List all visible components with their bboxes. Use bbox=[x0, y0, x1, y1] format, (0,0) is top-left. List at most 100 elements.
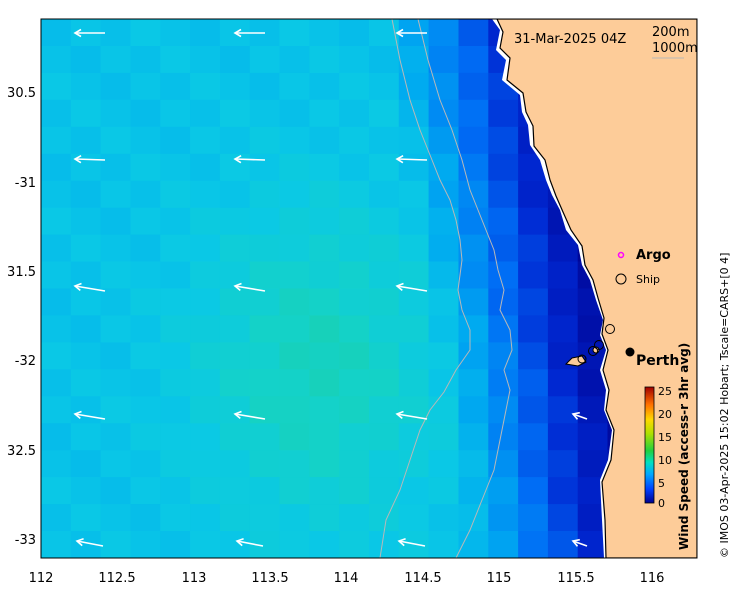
wind-field-cell bbox=[219, 396, 251, 424]
wind-field-cell bbox=[100, 180, 131, 209]
wind-field-cell bbox=[428, 153, 459, 182]
perth-city-dot-icon bbox=[625, 347, 635, 357]
wind-field-cell bbox=[219, 342, 251, 370]
wind-field-cell bbox=[130, 153, 161, 182]
wind-field-cell bbox=[369, 315, 400, 343]
wind-field-cell bbox=[219, 207, 251, 236]
wind-field-cell bbox=[398, 315, 430, 343]
wind-field-cell bbox=[41, 153, 72, 182]
map-timestamp: 31-Mar-2025 04Z bbox=[514, 32, 626, 47]
wind-field-cell bbox=[100, 153, 131, 182]
wind-field-cell bbox=[458, 180, 489, 209]
wind-field-cell bbox=[339, 126, 370, 155]
wind-field-cell bbox=[41, 180, 72, 209]
wind-field-cell bbox=[458, 477, 489, 505]
wind-field-cell bbox=[518, 450, 549, 478]
wind-field-cell bbox=[339, 207, 370, 236]
wind-field-cell bbox=[249, 369, 281, 397]
wind-field-cell bbox=[309, 288, 340, 317]
wind-field-cell bbox=[547, 396, 579, 424]
wind-field-cell bbox=[160, 396, 191, 424]
wind-field-cell bbox=[41, 207, 72, 236]
wind-field-cell bbox=[219, 72, 251, 101]
wind-field-cell bbox=[249, 342, 281, 370]
wind-field-cell bbox=[339, 423, 370, 451]
wind-field-cell bbox=[249, 450, 281, 478]
wind-field-cell bbox=[458, 46, 489, 74]
wind-field-cell bbox=[130, 288, 161, 317]
wind-field-cell bbox=[309, 207, 340, 236]
colorbar-tick-label: 5 bbox=[658, 477, 665, 490]
wind-field-cell bbox=[309, 180, 340, 209]
wind-field-cell bbox=[428, 396, 459, 424]
wind-field-cell bbox=[160, 288, 191, 317]
wind-field-cell bbox=[190, 396, 221, 424]
wind-field-cell bbox=[398, 46, 430, 74]
wind-field-cell bbox=[70, 342, 102, 370]
wind-arrowhead-icon bbox=[75, 537, 84, 547]
wind-field-cell bbox=[428, 180, 459, 209]
wind-field-cell bbox=[219, 234, 251, 263]
wind-field-cell bbox=[309, 72, 340, 101]
wind-field-cell bbox=[279, 396, 310, 424]
wind-field-cell bbox=[41, 261, 72, 290]
wind-arrowhead-icon bbox=[395, 154, 404, 164]
wind-field-cell bbox=[249, 126, 281, 155]
wind-field-cell bbox=[369, 261, 400, 290]
wind-arrowhead-icon bbox=[233, 410, 242, 420]
wind-field-cell bbox=[279, 234, 310, 263]
wind-field-cell bbox=[70, 234, 102, 263]
wind-field-cell bbox=[369, 180, 400, 209]
wind-field-cell bbox=[488, 261, 519, 290]
wind-field-cell bbox=[547, 450, 579, 478]
wind-field-cell bbox=[428, 531, 459, 558]
wind-arrow-icon bbox=[396, 413, 428, 420]
wind-field-cell bbox=[70, 207, 102, 236]
wind-field-cell bbox=[190, 288, 221, 317]
wind-field-cell bbox=[160, 99, 191, 128]
wind-field-cell bbox=[458, 261, 489, 290]
wind-field-cell bbox=[398, 99, 430, 128]
wind-arrow-icon bbox=[74, 158, 106, 161]
wind-field-cell bbox=[279, 207, 310, 236]
wind-field-cell bbox=[100, 72, 131, 101]
wind-field-cell bbox=[309, 153, 340, 182]
wind-arrow-icon bbox=[572, 413, 588, 420]
wind-field-cell bbox=[458, 342, 489, 370]
wind-arrowhead-icon bbox=[233, 282, 242, 292]
wind-field-cell bbox=[130, 477, 161, 505]
plot-frame bbox=[40, 18, 698, 559]
wind-field-cell bbox=[279, 99, 310, 128]
colorbar-tick-label: 15 bbox=[658, 431, 672, 444]
isobath-200m bbox=[417, 19, 513, 558]
wind-field-cell bbox=[339, 46, 370, 74]
wind-field-cell bbox=[369, 46, 400, 74]
wind-field-cell bbox=[428, 342, 459, 370]
wind-field-cell bbox=[547, 315, 579, 343]
wind-field-cell bbox=[488, 315, 519, 343]
wind-field-cell bbox=[279, 423, 310, 451]
wind-field-cell bbox=[190, 46, 221, 74]
wind-arrowhead-icon bbox=[73, 154, 82, 164]
wind-field-cell bbox=[458, 207, 489, 236]
wind-field-cell bbox=[249, 423, 281, 451]
wind-arrow-icon bbox=[74, 285, 106, 292]
wind-field-cell bbox=[339, 504, 370, 532]
wind-field-cell bbox=[190, 72, 221, 101]
wind-field-cell bbox=[547, 477, 579, 505]
wind-field-cell bbox=[279, 153, 310, 182]
wind-field-cell bbox=[279, 72, 310, 101]
wind-field-cell bbox=[249, 288, 281, 317]
wind-field-cell bbox=[339, 531, 370, 558]
wind-arrow-icon bbox=[396, 158, 428, 161]
wind-field-cell bbox=[518, 423, 549, 451]
x-tick-label: 113 bbox=[182, 571, 207, 586]
wind-field-cell bbox=[547, 342, 579, 370]
colorbar-tick-label: 0 bbox=[658, 497, 665, 510]
wind-field-cell bbox=[41, 477, 72, 505]
y-tick-label: 32.5 bbox=[7, 444, 36, 459]
ship-position-icon bbox=[605, 324, 615, 334]
wind-field-cell bbox=[279, 315, 310, 343]
wind-field-cell bbox=[369, 342, 400, 370]
